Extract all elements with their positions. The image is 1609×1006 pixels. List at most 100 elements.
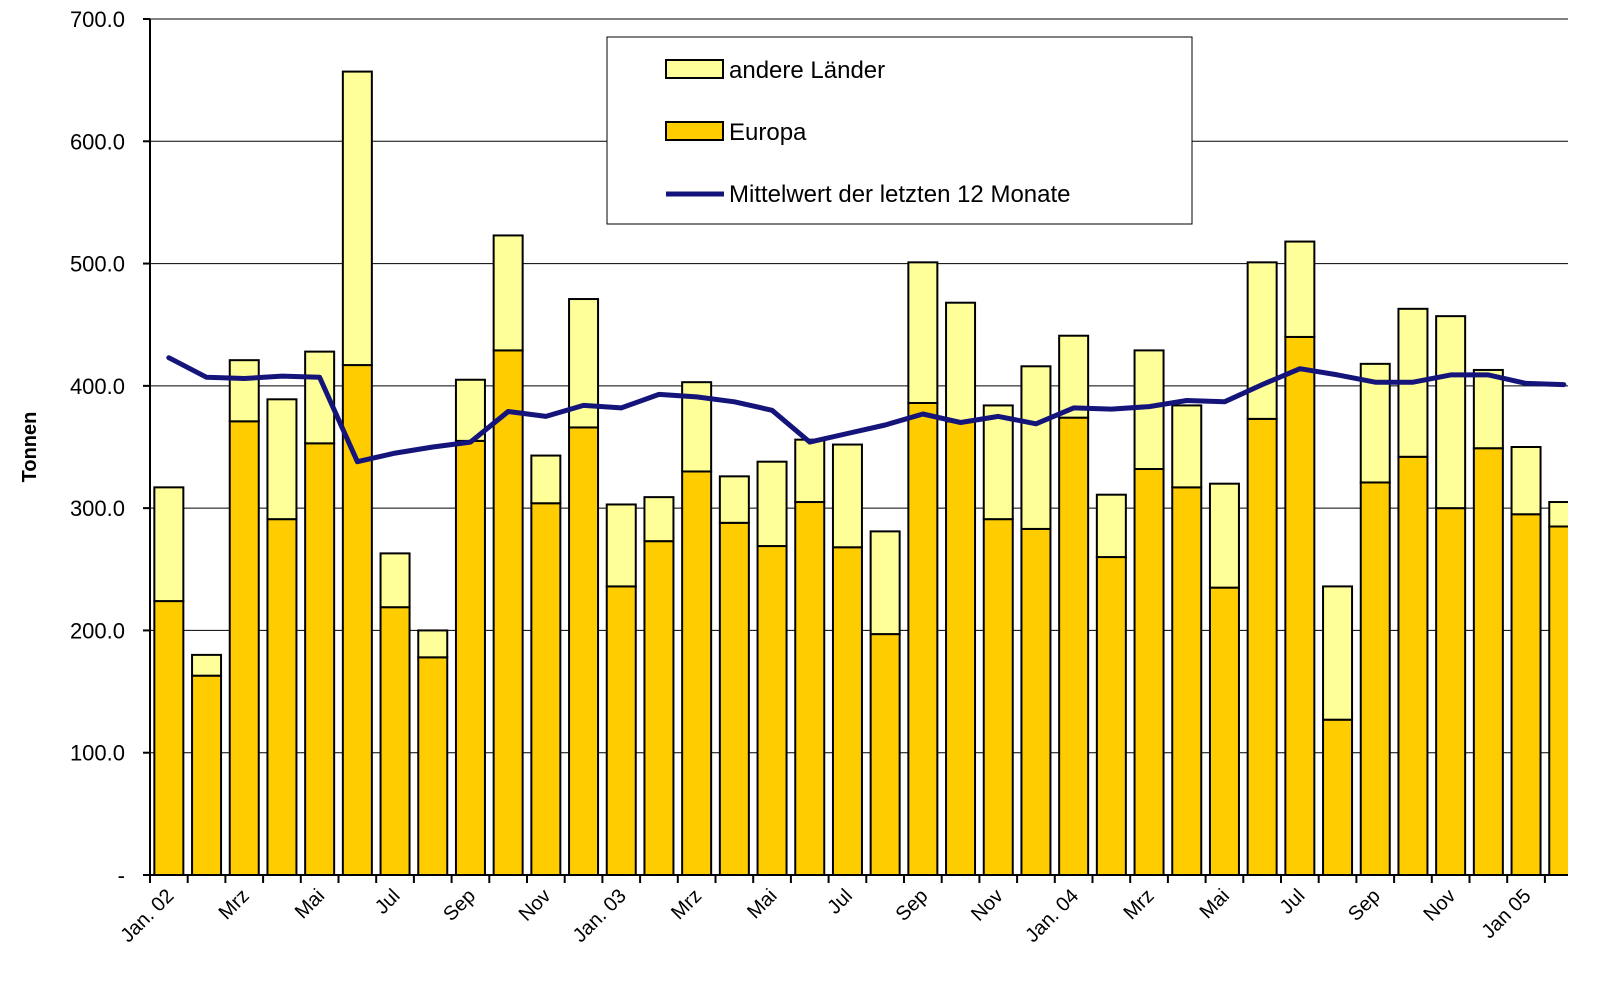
bar-segment bbox=[417, 629, 449, 659]
legend-label: andere Länder bbox=[729, 57, 885, 84]
bar-segment bbox=[1095, 556, 1127, 876]
bar-segment bbox=[530, 454, 562, 505]
bar-segment bbox=[831, 443, 863, 549]
y-tick-label: - bbox=[118, 863, 125, 888]
x-tick-label: Jul bbox=[371, 885, 405, 919]
bar-segment bbox=[191, 674, 223, 876]
y-tick-label: 400.0 bbox=[70, 374, 125, 399]
bar-segment bbox=[718, 521, 750, 876]
bar-segment bbox=[341, 70, 373, 367]
bar-segment bbox=[492, 349, 524, 876]
bar-segment bbox=[869, 633, 901, 877]
bar-segment bbox=[1548, 501, 1568, 528]
bar-segment bbox=[756, 460, 788, 548]
legend-swatch bbox=[665, 59, 724, 79]
x-tick-label: Sep bbox=[1344, 885, 1385, 926]
x-tick-label: Nov bbox=[515, 885, 556, 926]
x-tick-label: Mai bbox=[291, 885, 329, 923]
y-axis-label: Tonnen bbox=[19, 412, 41, 483]
bar-segment bbox=[794, 501, 826, 876]
plot-area bbox=[153, 70, 1568, 877]
bar-segment bbox=[1397, 455, 1429, 876]
bar-segment bbox=[568, 426, 600, 876]
bar-segment bbox=[1020, 527, 1052, 877]
bar-segment bbox=[907, 261, 939, 404]
bar-segment bbox=[1548, 525, 1568, 876]
bar-segment bbox=[982, 404, 1014, 521]
bar-segment bbox=[1058, 334, 1090, 419]
bar-segment bbox=[228, 359, 260, 423]
bar-segment bbox=[681, 470, 713, 876]
bar-segment bbox=[831, 546, 863, 876]
x-tick-label: Sep bbox=[892, 885, 933, 926]
bar-segment bbox=[945, 301, 977, 423]
bar-segment bbox=[756, 545, 788, 877]
bar-segment bbox=[341, 364, 373, 876]
x-tick-label: Sep bbox=[439, 885, 480, 926]
bar-segment bbox=[1095, 493, 1127, 559]
bar-segment bbox=[1510, 513, 1542, 876]
bar-segment bbox=[605, 585, 637, 876]
bar-segment bbox=[1284, 240, 1316, 338]
bar-segment bbox=[869, 530, 901, 636]
bar-segment bbox=[1322, 585, 1354, 721]
bar-segment bbox=[1020, 365, 1052, 530]
y-tick-label: 600.0 bbox=[70, 129, 125, 154]
bar-segment bbox=[530, 502, 562, 876]
x-tick-label: Mai bbox=[1196, 885, 1234, 923]
bar-segment bbox=[1435, 507, 1467, 876]
bar-segment bbox=[266, 518, 298, 876]
bar-segment bbox=[1058, 416, 1090, 876]
x-tick-label: Jan. 02 bbox=[116, 885, 178, 947]
bar-segment bbox=[718, 475, 750, 524]
x-tick-label: Mrz bbox=[667, 885, 706, 924]
legend-label: Mittelwert der letzten 12 Monate bbox=[729, 181, 1071, 208]
bar-segment bbox=[1208, 586, 1240, 877]
bar-segment bbox=[454, 439, 486, 876]
bar-segment bbox=[1510, 446, 1542, 516]
y-tick-label: 100.0 bbox=[70, 741, 125, 766]
bar-segment bbox=[1171, 404, 1203, 489]
x-tick-label: Jan. 04 bbox=[1021, 885, 1083, 947]
y-tick-label: 300.0 bbox=[70, 496, 125, 521]
bar-segment bbox=[1472, 447, 1504, 876]
bar-segment bbox=[417, 656, 449, 876]
bar-segment bbox=[605, 503, 637, 588]
bar-segment bbox=[907, 401, 939, 876]
y-tick-label: 200.0 bbox=[70, 618, 125, 643]
legend-label: Europa bbox=[729, 119, 807, 146]
bar-segment bbox=[454, 378, 486, 442]
bar-segment bbox=[1246, 417, 1278, 876]
bar-segment bbox=[153, 600, 185, 877]
x-tick-label: Jul bbox=[1276, 885, 1310, 919]
x-tick-label: Jan 05 bbox=[1478, 885, 1536, 943]
bar-segment bbox=[153, 486, 185, 603]
bar-segment bbox=[1435, 315, 1467, 510]
bar-segment bbox=[1246, 261, 1278, 420]
bar-segment bbox=[379, 606, 411, 876]
average-line bbox=[166, 355, 1567, 465]
legend: andere Länder Europa Mittelwert der letzte… bbox=[606, 36, 1193, 225]
x-tick-label: Mai bbox=[743, 885, 781, 923]
bar-segment bbox=[1133, 468, 1165, 876]
x-tick-label: Jul bbox=[823, 885, 857, 919]
bar-segment bbox=[304, 442, 336, 876]
bar-segment bbox=[945, 420, 977, 876]
bar-segment bbox=[794, 438, 826, 504]
y-tick-label: 500.0 bbox=[70, 252, 125, 277]
bar-segment bbox=[1322, 718, 1354, 876]
bar-segment bbox=[492, 234, 524, 352]
bar-segment bbox=[1171, 486, 1203, 876]
x-tick-label: Jan. 03 bbox=[569, 885, 631, 947]
bar-segment bbox=[643, 540, 675, 876]
bar-segment bbox=[1359, 481, 1391, 876]
x-tick-label: Nov bbox=[967, 885, 1008, 926]
bar-segment bbox=[1472, 368, 1504, 450]
x-tick-label: Nov bbox=[1419, 885, 1460, 926]
bar-segment bbox=[228, 420, 260, 876]
bar-segment bbox=[1284, 335, 1316, 876]
bar-segment bbox=[643, 496, 675, 543]
bar-segment bbox=[1208, 482, 1240, 589]
bar-segment bbox=[266, 398, 298, 521]
